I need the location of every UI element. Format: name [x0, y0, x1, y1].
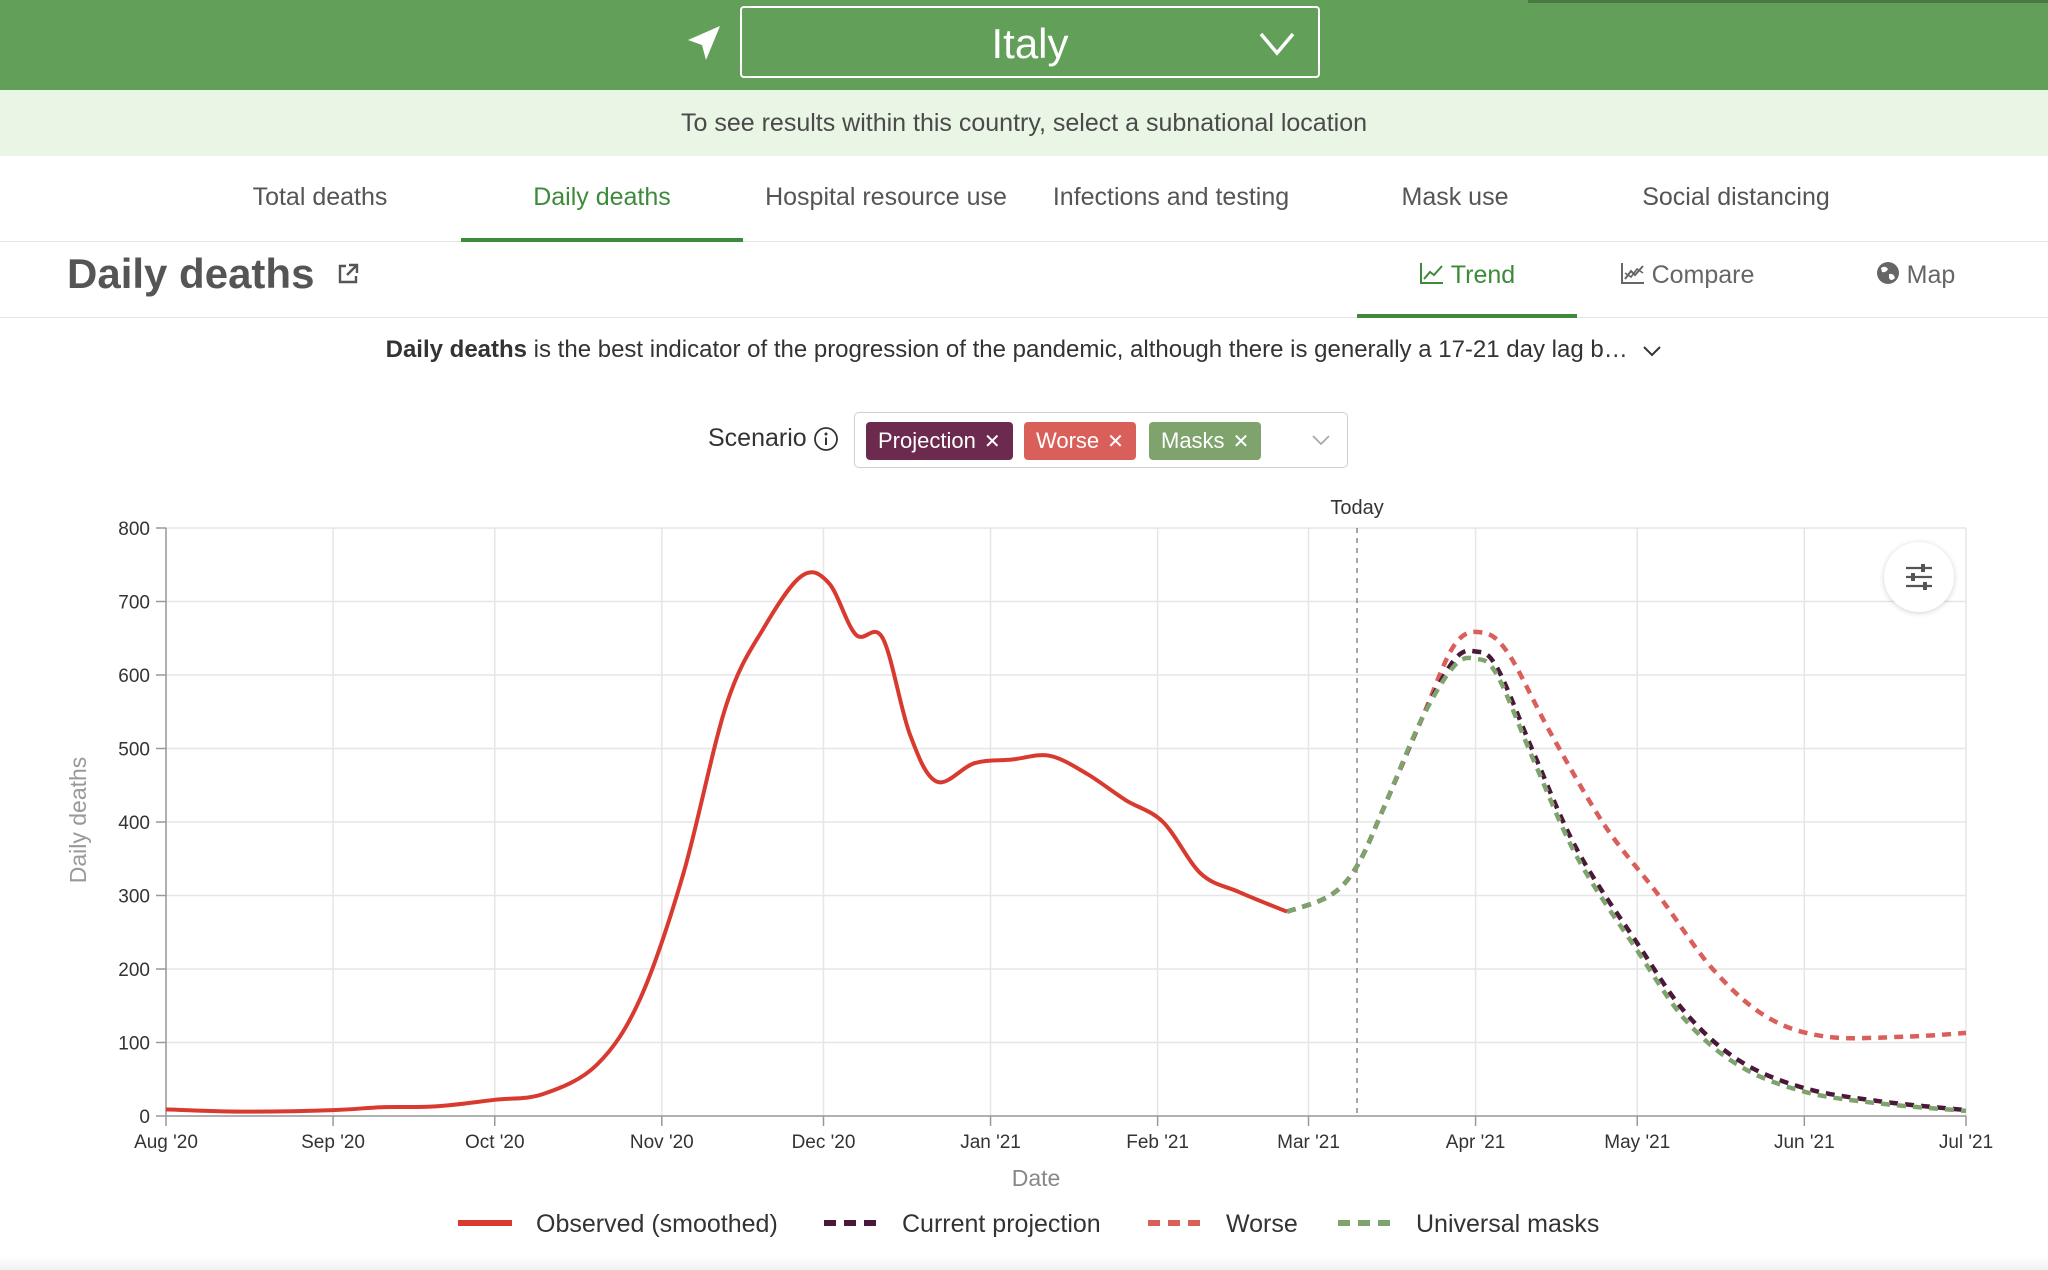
tab-hospital-resource-use[interactable]: Hospital resource use: [765, 183, 1007, 211]
chevron-down-icon: [1259, 32, 1295, 56]
y-tick-label: 0: [139, 1107, 150, 1128]
scenario-chip-masks-label: Masks: [1161, 428, 1225, 453]
view-tab-compare-label: Compare: [1651, 261, 1755, 289]
legend-label: Worse: [1226, 1210, 1298, 1238]
y-tick-label: 100: [118, 1034, 150, 1055]
legend-swatch: [458, 1220, 512, 1227]
legend-item-current-projection[interactable]: Current projection: [824, 1204, 1101, 1244]
y-tick-label: 500: [118, 740, 150, 761]
x-tick-label: Apr '21: [1446, 1132, 1506, 1153]
y-tick-label: 700: [118, 593, 150, 614]
chart-series: [165, 570, 1967, 1114]
scenario-chip-worse[interactable]: Worse ✕: [1024, 422, 1136, 460]
y-tick-label: 300: [118, 887, 150, 908]
tab-total-deaths[interactable]: Total deaths: [252, 183, 388, 211]
sliders-icon: [1906, 564, 1932, 590]
line-chart-icon: [1419, 263, 1443, 285]
remove-chip-icon[interactable]: ✕: [1232, 431, 1250, 453]
chevron-down-icon[interactable]: [1311, 433, 1331, 447]
expand-chevron-icon[interactable]: [1642, 344, 1662, 358]
scenario-chip-masks[interactable]: Masks ✕: [1149, 422, 1262, 460]
legend-swatch: [824, 1220, 878, 1227]
footer-fade: [0, 1255, 2048, 1270]
y-axis-label: Daily deaths: [65, 757, 91, 884]
x-tick-label: Oct '20: [465, 1132, 525, 1153]
y-tick-label: 800: [118, 519, 150, 540]
subnational-hint: To see results within this country, sele…: [0, 90, 2048, 156]
view-tab-compare[interactable]: Compare: [1600, 242, 1774, 318]
scenario-chip-worse-label: Worse: [1036, 428, 1100, 453]
x-tick-label: Jan '21: [960, 1132, 1021, 1153]
location-arrow-icon[interactable]: [686, 24, 722, 62]
description-text: is the best indicator of the progression…: [527, 336, 1628, 363]
external-link-icon[interactable]: [336, 262, 360, 286]
universal-masks-series-line[interactable]: [1286, 655, 1967, 1114]
scenario-multiselect[interactable]: Projection ✕ Worse ✕ Masks ✕: [854, 412, 1348, 468]
description-term: Daily deaths: [385, 336, 528, 363]
current-projection-series-line[interactable]: [1286, 648, 1967, 1113]
legend-swatch: [1148, 1220, 1202, 1227]
compare-chart-icon: [1620, 263, 1644, 285]
view-tab-map[interactable]: Map: [1850, 242, 1980, 318]
x-tick-label: Feb '21: [1126, 1132, 1189, 1153]
section-header: Daily deaths Trend Compare Map: [0, 242, 2048, 318]
remove-chip-icon[interactable]: ✕: [1107, 431, 1124, 453]
x-tick-label: Jun '21: [1774, 1132, 1835, 1153]
y-tick-label: 600: [118, 666, 150, 687]
view-tab-map-label: Map: [1906, 261, 1956, 289]
legend-item-worse[interactable]: Worse: [1148, 1204, 1298, 1244]
y-tick-label: 200: [118, 960, 150, 981]
legend-item-universal-masks[interactable]: Universal masks: [1338, 1204, 1599, 1244]
observed-series-line[interactable]: [165, 570, 1288, 1114]
chart-axes: 0 100 200 300 400 500 600 700 800 Aug '20 Sep '20 O…: [118, 497, 1993, 1153]
legend-label: Current projection: [902, 1210, 1101, 1238]
chart-legend: Observed (smoothed) Current projection W…: [0, 1204, 2048, 1244]
page-title: Daily deaths: [67, 250, 315, 297]
x-tick-label: Aug '20: [134, 1132, 198, 1153]
chart-grid: [165, 527, 1967, 1117]
top-bar: Italy: [0, 0, 2048, 90]
tab-daily-deaths[interactable]: Daily deaths: [461, 156, 743, 242]
remove-chip-icon[interactable]: ✕: [983, 431, 1001, 453]
country-select[interactable]: Italy: [740, 6, 1320, 78]
worse-series-line[interactable]: [1286, 629, 1967, 1041]
tab-social-distancing[interactable]: Social distancing: [1642, 183, 1830, 211]
legend-label: Universal masks: [1416, 1210, 1600, 1238]
x-tick-label: Nov '20: [630, 1132, 694, 1153]
scenario-chip-projection-label: Projection: [878, 428, 976, 453]
globe-icon: [1876, 262, 1899, 285]
metric-tabs: Total deaths Daily deaths Hospital resou…: [0, 156, 2048, 242]
country-select-value: Italy: [991, 20, 1069, 67]
today-label: Today: [1330, 497, 1383, 519]
tab-infections-and-testing[interactable]: Infections and testing: [1052, 183, 1290, 211]
scenario-chip-projection[interactable]: Projection ✕: [866, 422, 1013, 460]
chart-settings-button[interactable]: [1884, 542, 1954, 612]
x-tick-label: Sep '20: [301, 1132, 365, 1153]
top-bar-shadow: [1528, 0, 2048, 3]
daily-deaths-chart: 0 100 200 300 400 500 600 700 800 Aug '20 Sep '20 O…: [65, 497, 1993, 1191]
tab-mask-use[interactable]: Mask use: [1401, 183, 1509, 211]
scenario-label: Scenario: [708, 424, 807, 452]
metric-description[interactable]: Daily deaths is the best indicator of th…: [0, 336, 2048, 364]
view-tab-trend-label: Trend: [1450, 261, 1516, 289]
x-tick-label: Jul '21: [1939, 1132, 1993, 1153]
legend-item-observed[interactable]: Observed (smoothed): [458, 1204, 778, 1244]
x-tick-label: Mar '21: [1277, 1132, 1340, 1153]
y-tick-label: 400: [118, 813, 150, 834]
x-tick-label: May '21: [1604, 1132, 1670, 1153]
info-icon[interactable]: [813, 426, 839, 452]
legend-label: Observed (smoothed): [536, 1210, 778, 1238]
x-tick-label: Dec '20: [792, 1132, 856, 1153]
legend-swatch: [1338, 1220, 1392, 1227]
x-axis-label: Date: [1012, 1165, 1061, 1191]
view-tab-trend[interactable]: Trend: [1357, 242, 1577, 318]
